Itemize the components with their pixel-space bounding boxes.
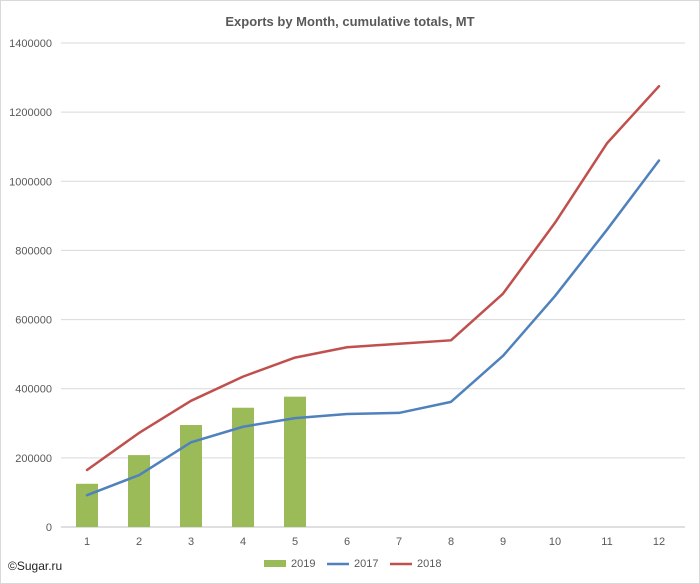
x-tick-label: 3	[188, 536, 194, 548]
x-tick-label: 10	[549, 536, 561, 548]
bar-2019	[284, 396, 306, 527]
bar-2019	[128, 455, 150, 527]
bar-2019	[180, 425, 202, 527]
legend: 2019 2017 2018	[264, 558, 441, 570]
y-tick-label: 0	[46, 522, 52, 534]
y-tick-label: 600000	[15, 315, 52, 327]
x-tick-label: 12	[653, 536, 665, 548]
y-tick-label: 1400000	[9, 38, 52, 50]
x-tick-label: 8	[448, 536, 454, 548]
y-tick-label: 400000	[15, 384, 52, 396]
bar-2019	[232, 407, 254, 527]
x-tick-label: 7	[396, 536, 402, 548]
x-tick-label: 6	[344, 536, 350, 548]
x-axis: 1 2 3 4 5 6 7 8 9 10 11 12	[84, 536, 665, 548]
chart-title: Exports by Month, cumulative totals, MT	[225, 14, 474, 29]
y-tick-label: 800000	[15, 245, 52, 257]
bar-series-2019	[76, 396, 306, 527]
x-tick-label: 4	[240, 536, 246, 548]
y-tick-label: 1000000	[9, 176, 52, 188]
x-tick-label: 5	[292, 536, 298, 548]
legend-label-2019: 2019	[291, 558, 315, 570]
x-tick-label: 2	[136, 536, 142, 548]
gridlines	[61, 42, 685, 528]
line-2018	[85, 84, 661, 472]
legend-label-2017: 2017	[354, 558, 378, 570]
x-tick-label: 9	[500, 536, 506, 548]
line-series	[85, 84, 661, 497]
legend-swatch-2019	[264, 560, 286, 567]
bar-2019	[76, 483, 98, 527]
x-tick-label: 1	[84, 536, 90, 548]
watermark-text: ©Sugar.ru	[8, 559, 63, 573]
x-tick-label: 11	[601, 536, 612, 548]
line-2017	[85, 159, 661, 497]
legend-label-2018: 2018	[417, 558, 441, 570]
y-tick-label: 200000	[15, 453, 52, 465]
y-axis: 0 200000 400000 600000 800000 1000000 1200000 1…	[9, 38, 52, 534]
y-tick-label: 1200000	[9, 107, 52, 119]
